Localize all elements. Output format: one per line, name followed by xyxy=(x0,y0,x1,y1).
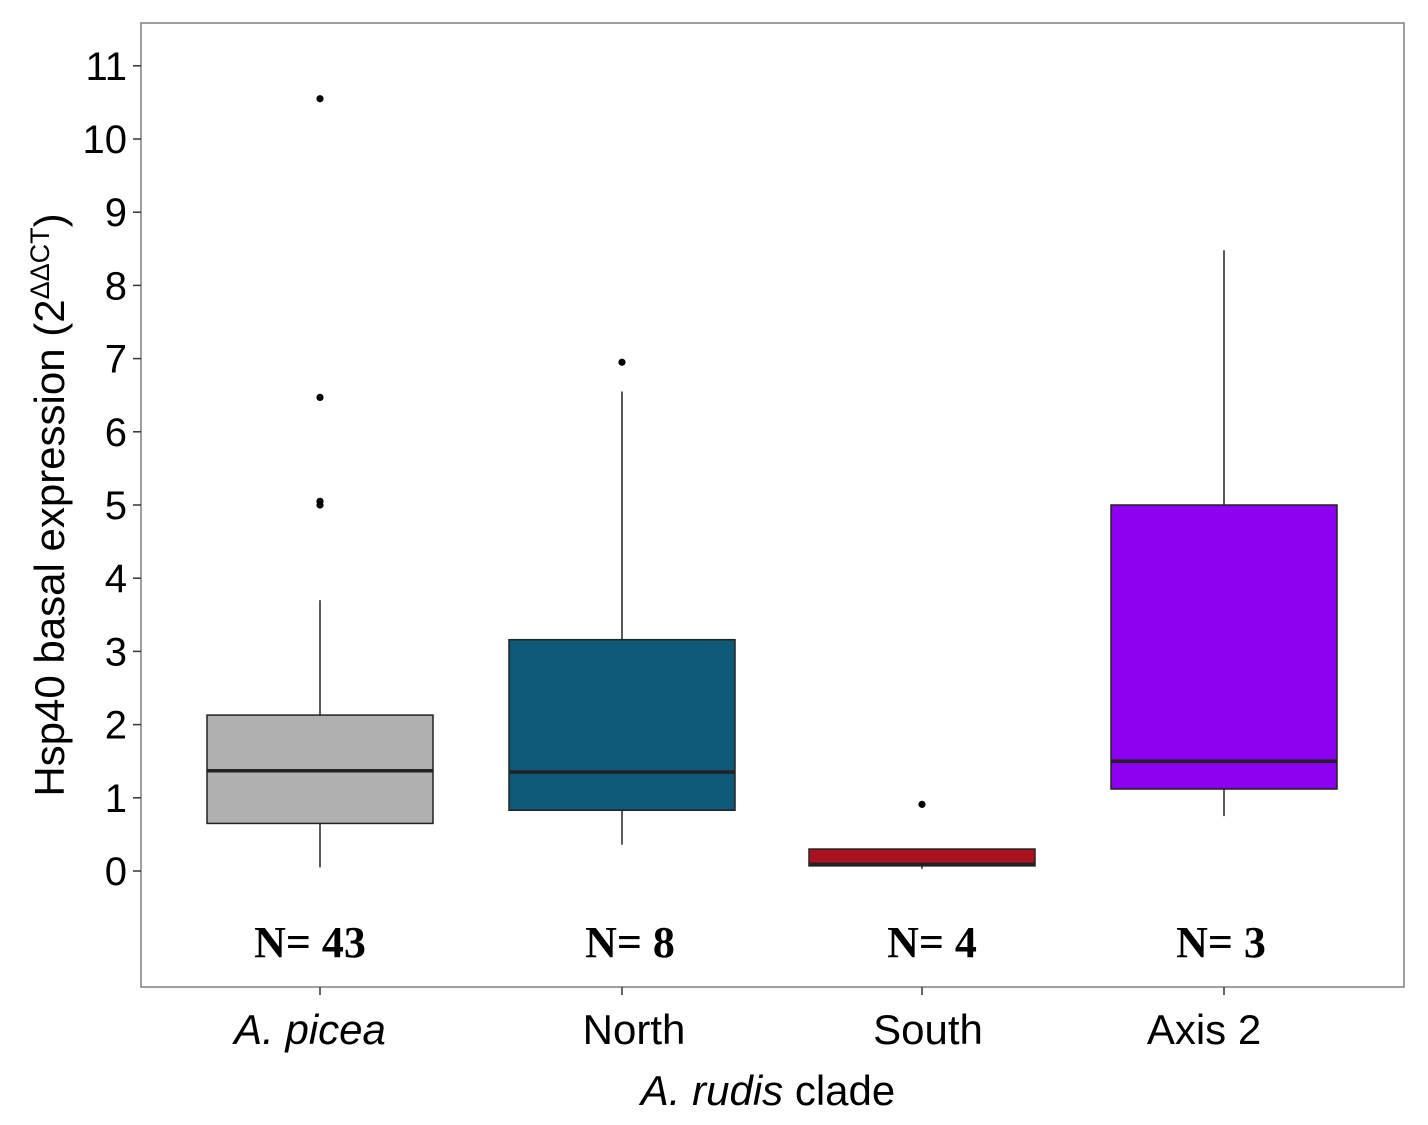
y-tick-label: 4 xyxy=(105,557,127,601)
y-axis-title-superscript: ΔΔCT xyxy=(25,227,55,299)
y-tick-label: 1 xyxy=(105,777,127,821)
y-tick-label: 5 xyxy=(105,484,127,528)
box-group: N= 3 xyxy=(1110,250,1338,967)
outlier-point xyxy=(918,800,926,808)
outlier-point xyxy=(618,358,626,366)
y-tick-label: 9 xyxy=(105,191,127,235)
y-tick-label: 7 xyxy=(105,338,127,382)
y-tick-label: 0 xyxy=(105,850,127,894)
box xyxy=(1110,504,1338,790)
x-axis: A. picea North South Axis 2 xyxy=(231,987,1261,1053)
n-count-label: N= 3 xyxy=(1176,918,1266,967)
box xyxy=(508,638,736,811)
x-axis-title: A. rudis clade xyxy=(638,1067,895,1114)
y-axis-title: Hsp40 basal expression (2ΔΔCT) xyxy=(25,213,73,796)
n-count-label: N= 43 xyxy=(254,918,366,967)
y-axis: 0 1 2 3 4 5 6 7 8 9 10 11 xyxy=(83,45,141,894)
box-group: N= 4 xyxy=(808,800,1036,967)
y-axis-title-main: Hsp40 basal expression (2 xyxy=(26,299,73,796)
y-tick-label: 10 xyxy=(83,118,128,162)
n-count-label: N= 8 xyxy=(585,918,675,967)
x-tick-label: A. picea xyxy=(231,1006,386,1053)
y-axis-title-close: ) xyxy=(26,213,73,227)
y-tick-label: 6 xyxy=(105,411,127,455)
box-group: N= 43 xyxy=(206,95,434,967)
outlier-point xyxy=(316,393,324,401)
x-tick-label: North xyxy=(583,1006,686,1053)
y-tick-label: 8 xyxy=(105,264,127,308)
box-group: N= 8 xyxy=(508,358,736,967)
x-tick-label: Axis 2 xyxy=(1147,1006,1261,1053)
outlier-point xyxy=(316,497,324,505)
y-tick-label: 3 xyxy=(105,630,127,674)
outlier-point xyxy=(316,95,324,103)
x-tick-label: South xyxy=(873,1006,983,1053)
x-axis-title-italic: A. rudis xyxy=(638,1067,783,1114)
chart-marks: N= 43 N= 8 N= 4 N= 3 xyxy=(206,95,1338,967)
y-tick-label: 2 xyxy=(105,704,127,748)
n-count-label: N= 4 xyxy=(887,918,977,967)
x-axis-title-rest: clade xyxy=(783,1067,895,1114)
y-tick-label: 11 xyxy=(85,45,127,89)
